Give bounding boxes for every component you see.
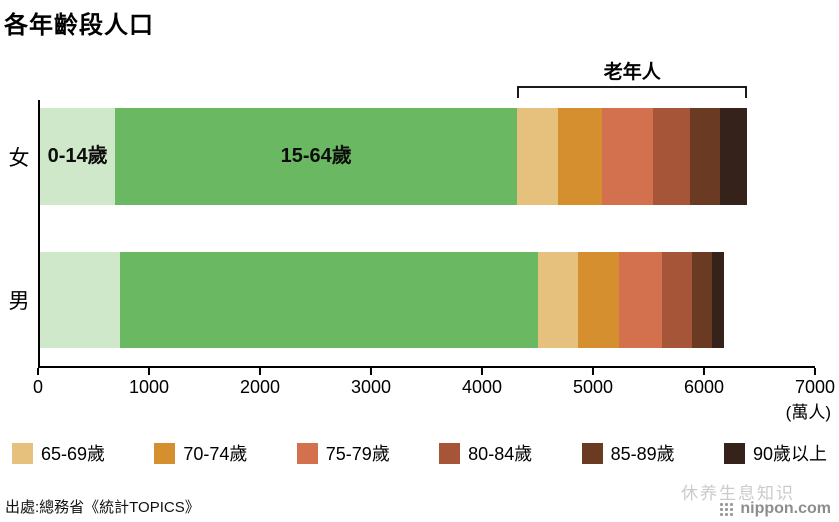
bar-segment-80-84歲 bbox=[662, 252, 693, 348]
source-note: 出處:總務省《統計TOPICS》 bbox=[5, 499, 200, 516]
bar-row-female: 女 0-14歲 15-64歲 bbox=[9, 108, 815, 205]
legend-label: 90歲以上 bbox=[752, 444, 827, 464]
x-axis-tick: 4000 bbox=[462, 368, 502, 398]
legend-swatch bbox=[439, 442, 461, 464]
tick-mark bbox=[369, 368, 372, 375]
x-axis-tick: 1000 bbox=[129, 368, 169, 398]
x-axis-tick: 0 bbox=[33, 368, 43, 398]
bar-segment-15-64歲: 15-64歲 bbox=[115, 108, 518, 205]
category-label-female: 女 bbox=[8, 146, 30, 170]
tick-mark bbox=[702, 368, 705, 375]
legend-label: 85-89歲 bbox=[610, 444, 675, 464]
tick-label: 4000 bbox=[461, 377, 503, 397]
bar-segment-75-79歲 bbox=[619, 252, 663, 348]
in-bar-label: 0-14歲 bbox=[47, 145, 108, 167]
tick-mark bbox=[480, 368, 483, 375]
nippon-logo: nippon.com bbox=[719, 500, 831, 518]
bar-segment-0-14歲: 0-14歲 bbox=[40, 108, 116, 205]
tick-mark bbox=[147, 368, 150, 375]
tick-label: 0 bbox=[32, 377, 44, 397]
legend-label: 75-79歲 bbox=[325, 444, 390, 464]
legend-item: 90歲以上 bbox=[723, 440, 827, 466]
legend-label: 65-69歲 bbox=[41, 444, 106, 464]
tick-label: 3000 bbox=[350, 377, 392, 397]
tick-mark bbox=[36, 368, 39, 375]
bar-segment-0-14歲 bbox=[40, 252, 120, 348]
tick-label: 7000 bbox=[794, 377, 836, 397]
chart-title: 各年齡段人口 bbox=[4, 12, 154, 39]
tick-label: 1000 bbox=[128, 377, 170, 397]
nippon-logo-text: nippon.com bbox=[740, 500, 831, 517]
legend-swatch bbox=[296, 442, 318, 464]
tick-label: 2000 bbox=[239, 377, 281, 397]
x-axis-tick: 7000 bbox=[795, 368, 835, 398]
bar-segment-80-84歲 bbox=[653, 108, 690, 205]
bar-segment-85-89歲 bbox=[692, 252, 712, 348]
tick-mark bbox=[258, 368, 261, 375]
x-axis-tick: 6000 bbox=[684, 368, 724, 398]
in-bar-label: 15-64歲 bbox=[280, 145, 352, 167]
x-axis-tick: 3000 bbox=[351, 368, 391, 398]
nippon-logo-dots-icon bbox=[719, 501, 735, 517]
legend-label: 80-84歲 bbox=[468, 444, 533, 464]
category-label-male: 男 bbox=[8, 290, 30, 313]
watermark: 休养生息知识 bbox=[681, 484, 795, 503]
bar-row-male: 男 bbox=[9, 252, 815, 348]
bar-segment-90歲以上 bbox=[711, 252, 725, 348]
legend-item: 65-69歲 bbox=[12, 440, 105, 466]
x-axis-tick: 5000 bbox=[573, 368, 613, 398]
bar-segment-65-69歲 bbox=[538, 252, 579, 348]
tick-label: 5000 bbox=[572, 377, 614, 397]
bar-segment-75-79歲 bbox=[602, 108, 654, 205]
bar-segment-70-74歲 bbox=[578, 252, 619, 348]
x-axis-tick: 2000 bbox=[240, 368, 280, 398]
bar-stack-male bbox=[40, 252, 815, 348]
legend-swatch bbox=[723, 442, 745, 464]
legend-swatch bbox=[154, 442, 176, 464]
bar-segment-15-64歲 bbox=[119, 252, 539, 348]
bar-stack-female: 0-14歲 15-64歲 bbox=[40, 108, 815, 205]
bar-segment-70-74歲 bbox=[558, 108, 603, 205]
bar-segment-90歲以上 bbox=[719, 108, 748, 205]
legend-item: 75-79歲 bbox=[296, 440, 390, 466]
legend: 65-69歲 70-74歲 75-79歲 80-84歲 85-89歲 90歲以上 bbox=[12, 440, 827, 466]
bar-segment-65-69歲 bbox=[517, 108, 559, 205]
bar-segment-85-89歲 bbox=[689, 108, 720, 205]
x-axis-ticks: 0 1000 2000 3000 4000 5000 6000 7000 bbox=[33, 368, 835, 402]
x-axis-unit-label: (萬人) bbox=[785, 403, 831, 422]
plot-area: 老年人 女 0-14歲 15-64歲 男 bbox=[9, 62, 815, 368]
legend-swatch bbox=[12, 442, 33, 464]
tick-mark bbox=[813, 368, 816, 375]
legend-item: 70-74歲 bbox=[154, 440, 247, 466]
legend-swatch bbox=[581, 442, 603, 464]
legend-item: 85-89歲 bbox=[581, 440, 675, 466]
legend-item: 80-84歲 bbox=[439, 440, 532, 466]
tick-mark bbox=[591, 368, 594, 375]
elderly-bracket-label: 老年人 bbox=[603, 62, 661, 83]
elderly-bracket: 老年人 bbox=[517, 62, 748, 98]
legend-label: 70-74歲 bbox=[183, 444, 248, 464]
tick-label: 6000 bbox=[683, 377, 725, 397]
